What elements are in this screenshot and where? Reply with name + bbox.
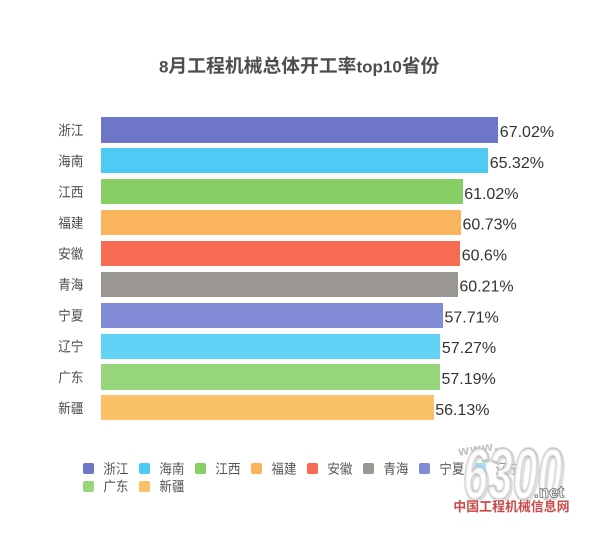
svg-text:61.02%: 61.02% [464, 186, 518, 203]
svg-text:57.19%: 57.19% [442, 371, 496, 388]
svg-text:60.73%: 60.73% [463, 217, 517, 234]
svg-text:67.02%: 67.02% [500, 124, 554, 141]
svg-text:60.6%: 60.6% [462, 248, 507, 265]
svg-text:56.13%: 56.13% [435, 402, 489, 419]
svg-text:8: 8 [159, 57, 168, 76]
svg-text:65.32%: 65.32% [490, 155, 544, 172]
svg-text:www.: www. [456, 438, 500, 459]
svg-text:57.71%: 57.71% [445, 309, 499, 326]
svg-text:top10: top10 [356, 57, 401, 76]
svg-text:57.27%: 57.27% [442, 340, 496, 357]
svg-text:60.21%: 60.21% [459, 278, 513, 295]
svg-text:.net: .net [534, 483, 565, 502]
